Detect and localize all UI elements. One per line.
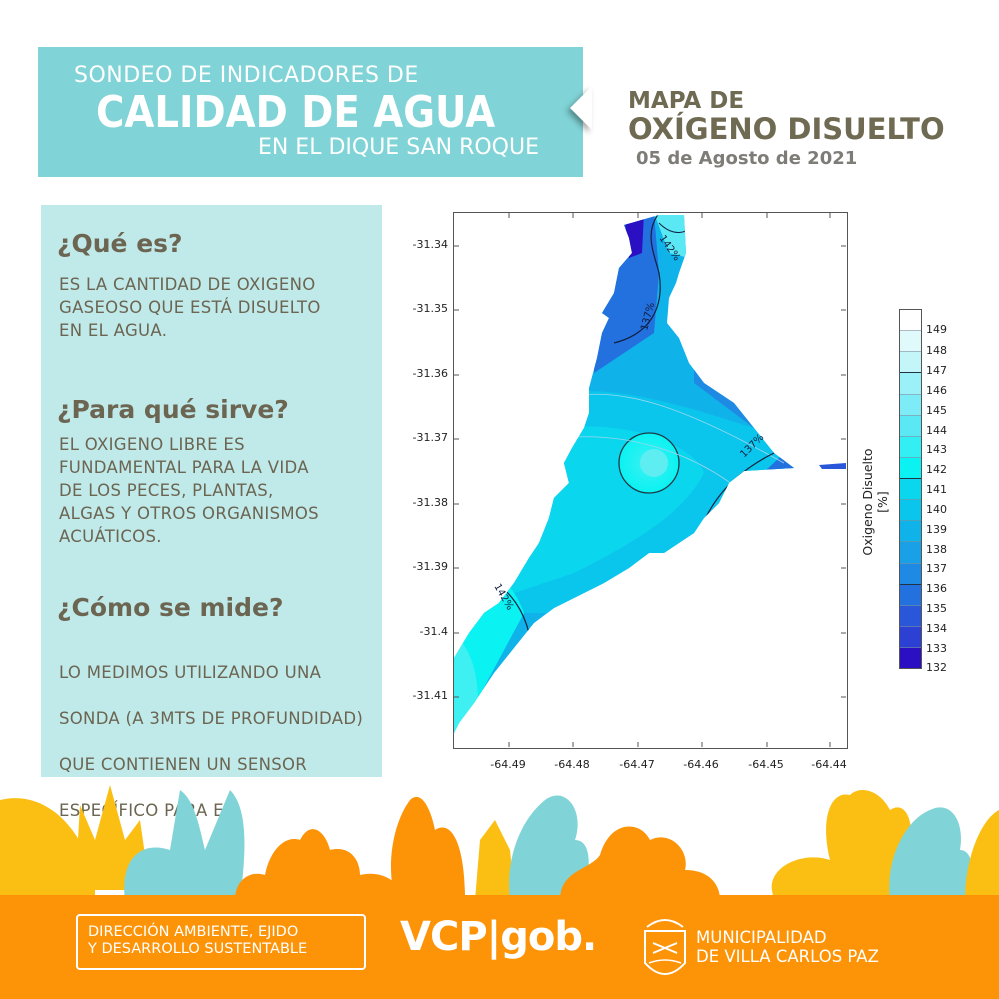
y-tick-label: -31.39 <box>412 560 448 573</box>
y-tick-label: -31.37 <box>412 431 448 444</box>
header-banner: SONDEO DE INDICADORES DE CALIDAD DE AGUA… <box>38 47 583 177</box>
colorbar-segment <box>900 605 921 627</box>
colorbar-segment <box>900 626 921 648</box>
colorbar-segment <box>900 500 921 522</box>
oxygen-contour-map: 142% 137% 137% 142% <box>453 212 848 749</box>
colorbar-segment <box>900 373 921 395</box>
colorbar-label: 138 <box>926 543 947 556</box>
colorbar-segment <box>900 648 921 669</box>
colorbar-segment <box>900 331 921 353</box>
department-label: DIRECCIÓN AMBIENTE, EJIDO Y DESARROLLO S… <box>76 914 366 970</box>
colorbar-label: 141 <box>926 483 947 496</box>
colorbar-label: 139 <box>926 523 947 536</box>
y-tick-label: -31.41 <box>412 689 448 702</box>
colorbar-label: 135 <box>926 602 947 615</box>
colorbar <box>899 309 922 669</box>
colorbar-label: 147 <box>926 364 947 377</box>
header-subtitle: SONDEO DE INDICADORES DE <box>74 63 419 88</box>
colorbar-label: 134 <box>926 622 947 635</box>
colorbar-label: 137 <box>926 562 947 575</box>
question-purpose: ¿Para qué sirve? <box>57 395 289 424</box>
x-tick-label: -64.47 <box>619 758 655 771</box>
colorbar-segment <box>900 436 921 458</box>
colorbar-label: 133 <box>926 642 947 655</box>
question-how: ¿Cómo se mide? <box>57 593 284 622</box>
colorbar-label: 142 <box>926 463 947 476</box>
y-tick-label: -31.38 <box>412 496 448 509</box>
header-location: EN EL DIQUE SAN ROQUE <box>257 135 539 160</box>
pointer-arrow-icon <box>570 86 592 130</box>
colorbar-segment <box>900 584 921 606</box>
vcp-gob-logo: VCP|gob. <box>400 914 597 960</box>
foliage-decoration <box>0 785 999 900</box>
answer-purpose: EL OXIGENO LIBRE ES FUNDAMENTAL PARA LA … <box>59 435 319 546</box>
colorbar-label: 136 <box>926 582 947 595</box>
colorbar-label: 149 <box>926 323 947 336</box>
municipal-crest-icon <box>644 919 686 975</box>
colorbar-label: 132 <box>926 661 947 674</box>
colorbar-title: Oxigeno Disuelto [%] <box>860 448 890 556</box>
info-panel: ¿Qué es? ES LA CANTIDAD DE OXIGENO GASEO… <box>41 205 382 866</box>
contour-map-graphic: 142% 137% 137% 142% <box>454 213 846 747</box>
colorbar-segment <box>900 310 921 332</box>
answer-how-line: QUE CONTIENEN UN SENSOR <box>59 755 308 774</box>
answer-what: ES LA CANTIDAD DE OXIGENO GASEOSO QUE ES… <box>59 275 321 340</box>
colorbar-label: 148 <box>926 344 947 357</box>
map-title-line1: MAPA DE <box>628 88 745 114</box>
x-tick-label: -64.44 <box>811 758 847 771</box>
colorbar-label: 143 <box>926 443 947 456</box>
colorbar-segment <box>900 563 921 585</box>
answer-how-line: SONDA (A 3MTS DE PROFUNDIDAD) <box>59 709 364 728</box>
map-title-block: MAPA DE OXÍGENO DISUELTO 05 de Agosto de… <box>628 88 945 169</box>
colorbar-segment <box>900 479 921 501</box>
colorbar-label: 140 <box>926 503 947 516</box>
colorbar-segment <box>900 394 921 416</box>
colorbar-label: 146 <box>926 384 947 397</box>
x-tick-label: -64.48 <box>554 758 590 771</box>
y-tick-label: -31.4 <box>419 625 448 638</box>
question-what: ¿Qué es? <box>57 229 183 258</box>
answer-how-line: LO MEDIMOS UTILIZANDO UNA <box>59 663 322 682</box>
colorbar-segment <box>900 457 921 479</box>
colorbar-segment <box>900 415 921 437</box>
colorbar-segment <box>900 521 921 543</box>
footer-bar <box>0 895 999 999</box>
y-tick-label: -31.34 <box>412 238 448 251</box>
x-tick-label: -64.45 <box>748 758 784 771</box>
colorbar-segment <box>900 352 921 374</box>
x-tick-label: -64.49 <box>490 758 526 771</box>
x-tick-label: -64.46 <box>683 758 719 771</box>
map-title-line2: OXÍGENO DISUELTO <box>628 112 945 146</box>
y-tick-label: -31.35 <box>412 302 448 315</box>
colorbar-segment <box>900 542 921 564</box>
municipality-label: MUNICIPALIDAD DE VILLA CARLOS PAZ <box>696 928 879 966</box>
y-tick-label: -31.36 <box>412 367 448 380</box>
colorbar-label: 145 <box>926 404 947 417</box>
map-date: 05 de Agosto de 2021 <box>636 148 858 169</box>
colorbar-label: 144 <box>926 424 947 437</box>
header-title: CALIDAD DE AGUA <box>96 87 496 138</box>
